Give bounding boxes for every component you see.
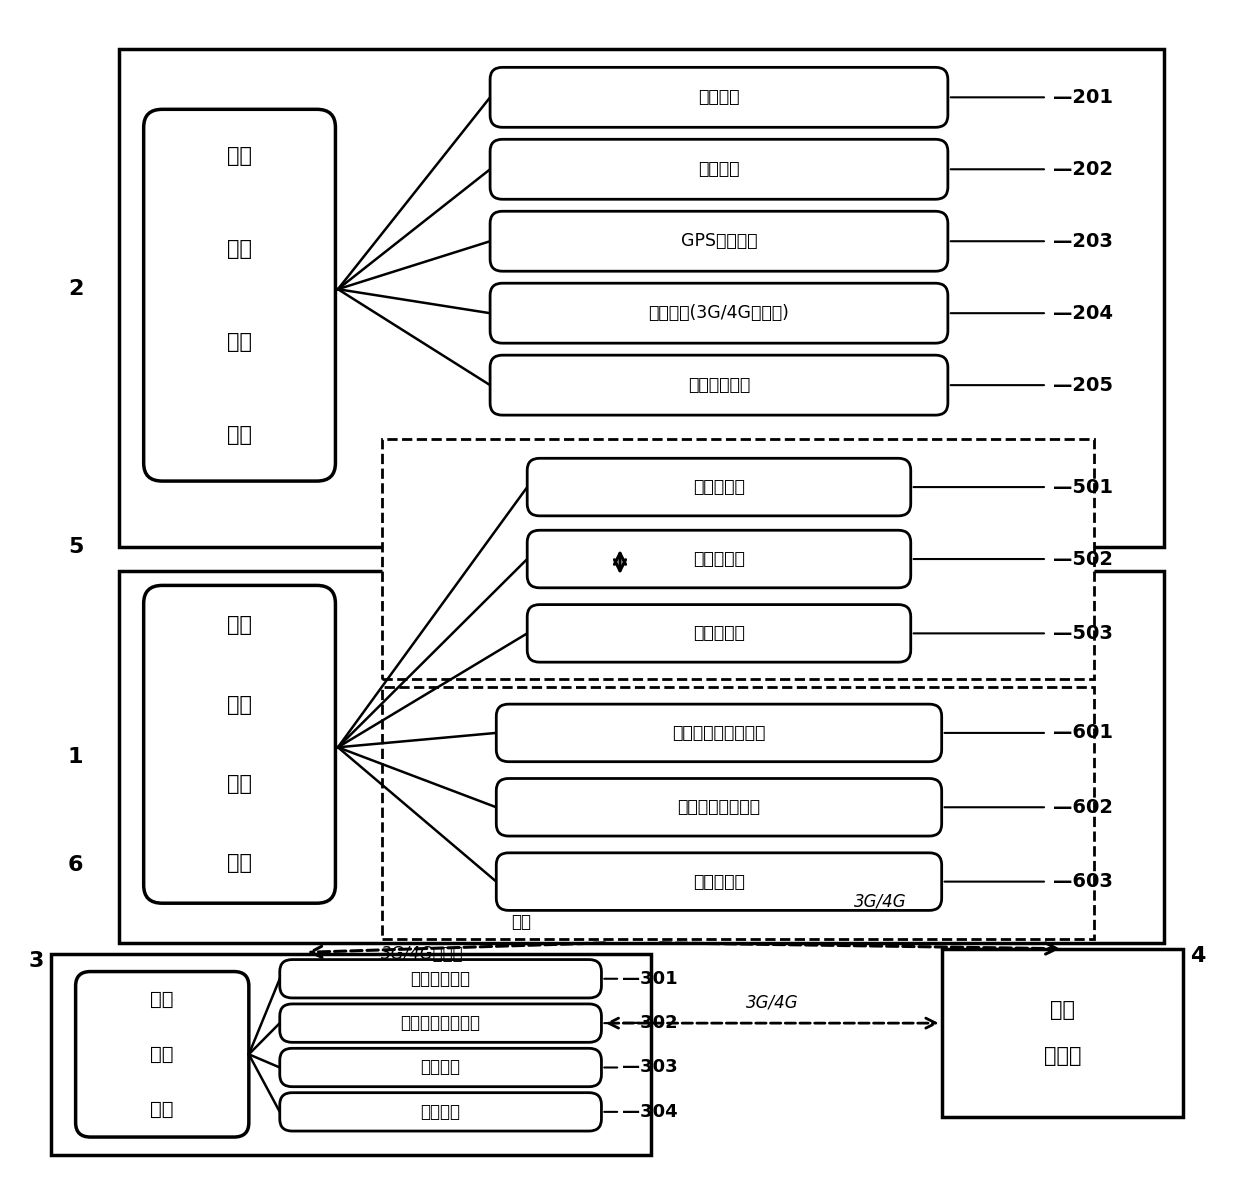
FancyBboxPatch shape (490, 139, 947, 200)
Text: 翼飞: 翼飞 (227, 239, 252, 258)
Text: —205: —205 (1053, 376, 1114, 394)
FancyBboxPatch shape (280, 1093, 601, 1131)
Text: 两轴运动自增稳云台: 两轴运动自增稳云台 (672, 724, 765, 742)
Text: 任务: 任务 (227, 774, 252, 795)
Text: 动力模块: 动力模块 (698, 88, 740, 106)
Text: —503: —503 (1053, 624, 1114, 643)
Text: —302: —302 (622, 1014, 678, 1033)
Text: 通信模块: 通信模块 (420, 1103, 460, 1121)
FancyBboxPatch shape (76, 971, 249, 1137)
Bar (941, 948, 1183, 1117)
Text: —304: —304 (622, 1103, 678, 1121)
Text: —204: —204 (1053, 304, 1114, 322)
Text: 地面: 地面 (150, 989, 174, 1008)
Text: —202: —202 (1053, 160, 1114, 179)
Text: 温度传感器: 温度传感器 (693, 478, 745, 496)
Text: 监控站: 监控站 (1044, 1046, 1081, 1065)
FancyBboxPatch shape (527, 605, 910, 662)
Text: 飞行遥控模块: 飞行遥控模块 (410, 970, 471, 988)
Bar (382, 688, 1094, 939)
FancyBboxPatch shape (496, 853, 941, 910)
Text: 后方: 后方 (1050, 1000, 1075, 1020)
Text: 风速传感器: 风速传感器 (693, 624, 745, 642)
Text: 5: 5 (68, 537, 83, 557)
Text: 数据处理单元: 数据处理单元 (688, 376, 750, 394)
FancyBboxPatch shape (280, 1004, 601, 1042)
Text: 系统: 系统 (227, 853, 252, 874)
FancyBboxPatch shape (490, 67, 947, 127)
Text: 红外热像仪: 红外热像仪 (693, 873, 745, 891)
FancyBboxPatch shape (527, 530, 910, 588)
Text: —603: —603 (1053, 873, 1114, 891)
Text: 任务系统操控模块: 任务系统操控模块 (401, 1014, 481, 1033)
Text: 装置: 装置 (150, 1100, 174, 1119)
FancyBboxPatch shape (490, 355, 947, 415)
Text: 微波: 微波 (511, 912, 531, 930)
FancyBboxPatch shape (496, 704, 941, 762)
Text: —203: —203 (1053, 232, 1114, 251)
Text: 遥控: 遥控 (150, 1045, 174, 1064)
Text: 巡检: 巡检 (227, 695, 252, 714)
FancyBboxPatch shape (280, 959, 601, 998)
FancyBboxPatch shape (144, 585, 336, 903)
FancyBboxPatch shape (490, 212, 947, 272)
Text: 2: 2 (68, 279, 83, 299)
Text: 3G/4G: 3G/4G (746, 993, 799, 1011)
Text: 多旋: 多旋 (227, 145, 252, 166)
Text: —301: —301 (622, 970, 678, 988)
FancyBboxPatch shape (490, 284, 947, 343)
Bar (119, 571, 1164, 942)
Text: 湿度传感器: 湿度传感器 (693, 551, 745, 569)
Text: —201: —201 (1053, 88, 1114, 107)
Text: 3G/4G、微波: 3G/4G、微波 (381, 945, 464, 963)
Text: GPS定位模块: GPS定位模块 (681, 232, 758, 250)
Text: —601: —601 (1053, 724, 1114, 743)
Text: 1: 1 (68, 746, 83, 767)
Text: 显示模块: 显示模块 (420, 1059, 460, 1077)
Text: 6: 6 (68, 855, 83, 875)
Text: 通信模块(3G/4G、微波): 通信模块(3G/4G、微波) (649, 304, 790, 322)
Text: 高清可见光摄像机: 高清可见光摄像机 (677, 798, 760, 816)
Text: 3G/4G: 3G/4G (853, 892, 906, 910)
Text: —501: —501 (1053, 477, 1114, 496)
Text: —602: —602 (1053, 798, 1114, 817)
FancyBboxPatch shape (280, 1048, 601, 1087)
Text: 机载: 机载 (227, 615, 252, 635)
Text: —303: —303 (622, 1059, 678, 1077)
Text: 4: 4 (1190, 946, 1205, 966)
Text: 行器: 行器 (227, 332, 252, 352)
Bar (119, 49, 1164, 547)
Text: 飞控模块: 飞控模块 (698, 160, 740, 178)
Bar (51, 953, 651, 1155)
Text: 3: 3 (29, 951, 43, 971)
Text: 平台: 平台 (227, 424, 252, 445)
Bar (382, 439, 1094, 679)
FancyBboxPatch shape (144, 109, 336, 481)
FancyBboxPatch shape (496, 779, 941, 837)
Text: —502: —502 (1053, 549, 1114, 569)
FancyBboxPatch shape (527, 458, 910, 516)
